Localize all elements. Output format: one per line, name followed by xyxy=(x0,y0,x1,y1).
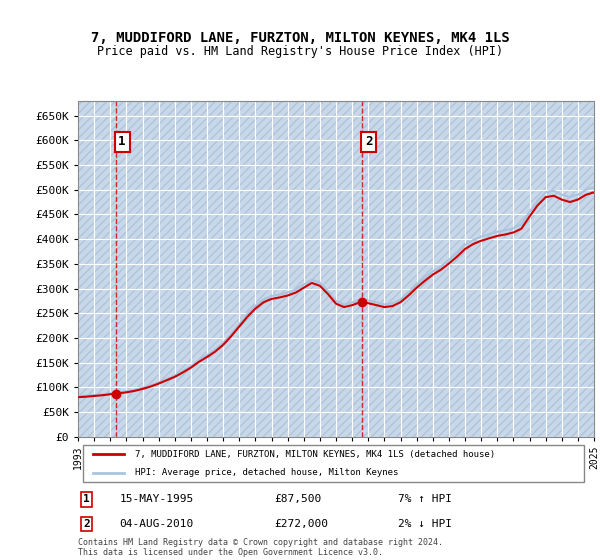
Text: 2% ↓ HPI: 2% ↓ HPI xyxy=(398,519,452,529)
Text: 2: 2 xyxy=(365,136,373,148)
Text: 04-AUG-2010: 04-AUG-2010 xyxy=(119,519,194,529)
Text: 1: 1 xyxy=(118,136,126,148)
Text: 2: 2 xyxy=(83,519,90,529)
Text: HPI: Average price, detached house, Milton Keynes: HPI: Average price, detached house, Milt… xyxy=(135,468,398,477)
Text: 7% ↑ HPI: 7% ↑ HPI xyxy=(398,494,452,505)
Text: 7, MUDDIFORD LANE, FURZTON, MILTON KEYNES, MK4 1LS (detached house): 7, MUDDIFORD LANE, FURZTON, MILTON KEYNE… xyxy=(135,450,495,459)
Text: 15-MAY-1995: 15-MAY-1995 xyxy=(119,494,194,505)
Text: £87,500: £87,500 xyxy=(274,494,322,505)
Text: £272,000: £272,000 xyxy=(274,519,328,529)
Text: 7, MUDDIFORD LANE, FURZTON, MILTON KEYNES, MK4 1LS: 7, MUDDIFORD LANE, FURZTON, MILTON KEYNE… xyxy=(91,31,509,45)
FancyBboxPatch shape xyxy=(83,445,584,482)
Text: Contains HM Land Registry data © Crown copyright and database right 2024.
This d: Contains HM Land Registry data © Crown c… xyxy=(78,538,443,557)
Text: Price paid vs. HM Land Registry's House Price Index (HPI): Price paid vs. HM Land Registry's House … xyxy=(97,45,503,58)
Text: 1: 1 xyxy=(83,494,90,505)
